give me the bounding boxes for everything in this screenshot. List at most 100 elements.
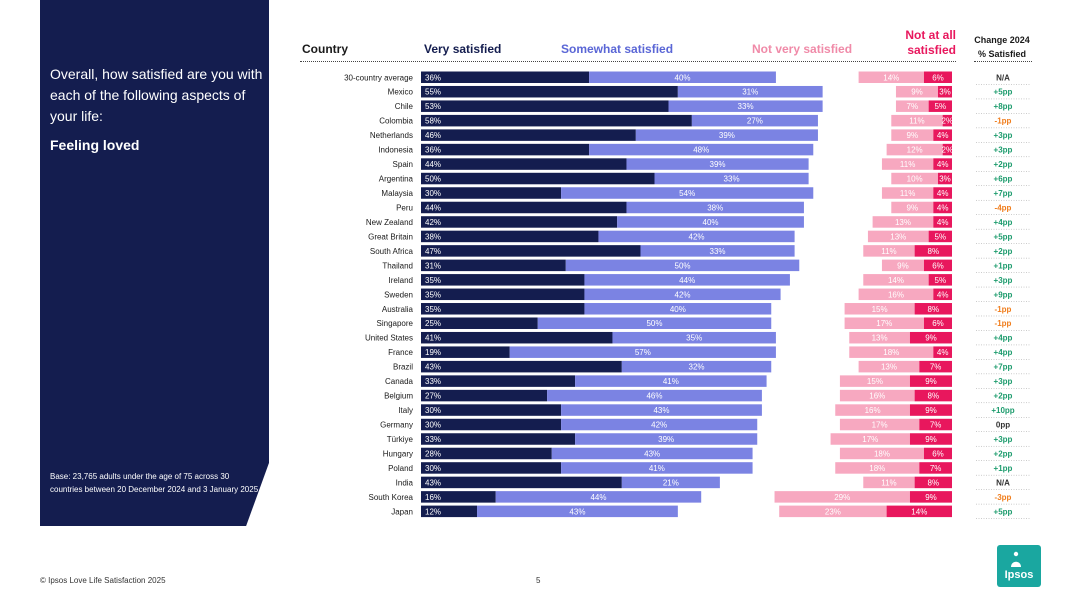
bar-very-satisfied-new-zealand [421,216,618,228]
bar-not-very-satisfied-malaysia [881,187,934,199]
country-label-poland: Poland [388,464,413,473]
data-label-not-very-satisfied-india: 11% [881,478,896,487]
data-label-not-very-satisfied-great-britain: 13% [890,232,906,241]
data-label-not-at-all-satisfied-india: 8% [928,478,940,487]
data-label-somewhat-satisfied-sweden: 42% [675,290,691,299]
data-label-not-very-satisfied-30-country-average: 14% [883,73,899,82]
bar-somewhat-satisfied-south-africa [640,245,795,257]
data-label-not-very-satisfied-united-states: 13% [872,334,888,343]
bar-not-very-satisfied-spain [881,158,934,170]
bar-somewhat-satisfied-t-rkiye [575,433,758,445]
bar-not-very-satisfied-south-korea [774,491,910,503]
data-label-not-at-all-satisfied-south-korea: 9% [925,493,937,502]
data-label-very-satisfied-peru: 44% [425,203,441,212]
country-label-netherlands: Netherlands [370,131,413,140]
bar-very-satisfied-poland [421,462,562,474]
bar-very-satisfied-peru [421,201,627,214]
bar-not-very-satisfied-italy [835,404,910,416]
header-country: Country [302,42,348,56]
bar-very-satisfied-chile [421,100,669,112]
data-label-somewhat-satisfied-japan: 43% [569,507,585,516]
data-label-very-satisfied-thailand: 31% [425,261,441,270]
bar-somewhat-satisfied-ireland [584,274,790,286]
data-label-not-very-satisfied-malaysia: 11% [900,189,915,198]
data-label-very-satisfied-argentina: 50% [425,175,441,184]
data-label-not-at-all-satisfied-south-africa: 8% [928,247,940,256]
change-value-singapore: -1pp [995,319,1012,328]
bar-somewhat-satisfied-chile [668,100,823,112]
data-label-not-at-all-satisfied-netherlands: 4% [937,131,949,140]
data-label-not-at-all-satisfied-japan: 14% [911,507,927,516]
change-value-30-country-average: N/A [996,73,1010,82]
bar-not-at-all-satisfied-thailand [923,259,952,272]
data-label-somewhat-satisfied-t-rkiye: 39% [658,435,674,444]
header-not-at-all-satisfied: Not at all satisfied [880,28,956,58]
change-value-south-africa: +2pp [994,247,1013,256]
country-label-spain: Spain [393,160,413,169]
bar-very-satisfied-argentina [421,172,655,185]
data-label-not-at-all-satisfied-colombia: 2% [942,117,954,126]
data-label-somewhat-satisfied-great-britain: 42% [689,232,705,241]
change-value-germany: 0pp [996,421,1010,430]
bar-somewhat-satisfied-canada [575,375,767,387]
data-label-not-at-all-satisfied-thailand: 6% [932,261,944,270]
data-label-not-very-satisfied-japan: 23% [825,507,841,516]
bar-not-at-all-satisfied-malaysia [933,187,952,199]
data-label-very-satisfied-poland: 30% [425,464,441,473]
bar-not-very-satisfied-hungary [839,447,924,460]
data-label-not-very-satisfied-south-africa: 11% [881,247,896,256]
country-label-indonesia: Indonesia [378,146,413,155]
bar-not-at-all-satisfied-colombia [942,114,952,127]
data-label-not-at-all-satisfied-brazil: 7% [930,363,942,372]
data-label-not-very-satisfied-mexico: 9% [911,88,923,97]
data-label-somewhat-satisfied-singapore: 50% [646,319,662,328]
data-label-somewhat-satisfied-belgium: 46% [646,392,662,401]
bar-very-satisfied-italy [421,404,562,416]
bar-not-very-satisfied-argentina [891,172,938,185]
country-label-germany: Germany [380,421,413,430]
side-panel: Overall, how satisfied are you with each… [40,0,269,526]
data-label-very-satisfied-mexico: 55% [425,88,441,97]
bar-somewhat-satisfied-japan [477,505,678,518]
country-label-south-africa: South Africa [370,247,414,256]
data-label-not-very-satisfied-indonesia: 12% [907,146,923,155]
data-label-very-satisfied-france: 19% [425,348,441,357]
bar-somewhat-satisfied-united-states [612,331,776,344]
bar-very-satisfied-30-country-average [421,71,590,83]
bar-not-very-satisfied-united-states [849,331,910,344]
country-label-italy: Italy [398,406,413,415]
bar-very-satisfied-thailand [421,259,566,272]
data-label-somewhat-satisfied-peru: 38% [707,203,723,212]
change-value-japan: +5pp [994,507,1013,516]
bar-very-satisfied-mexico [421,85,678,98]
data-label-not-very-satisfied-south-korea: 29% [834,493,850,502]
data-label-not-at-all-satisfied-argentina: 3% [939,175,951,184]
data-label-not-very-satisfied-t-rkiye: 17% [862,435,878,444]
data-label-somewhat-satisfied-spain: 39% [710,160,726,169]
bar-somewhat-satisfied-france [509,346,776,358]
data-label-very-satisfied-new-zealand: 42% [425,218,441,227]
bar-very-satisfied-hungary [421,447,552,460]
bar-very-satisfied-australia [421,303,585,315]
data-label-somewhat-satisfied-malaysia: 54% [679,189,695,198]
data-label-somewhat-satisfied-south-africa: 33% [710,247,726,256]
change-value-great-britain: +5pp [994,232,1013,241]
footer-source: © Ipsos Love Life Satisfaction 2025 [40,576,166,585]
country-label-canada: Canada [385,377,414,386]
data-label-not-very-satisfied-sweden: 16% [888,290,904,299]
change-value-colombia: -1pp [995,117,1012,126]
header-change: Change 2024 % Satisfied [970,33,1034,61]
header-change-line1: Change 2024 [974,35,1030,45]
data-label-not-at-all-satisfied-canada: 9% [925,377,937,386]
data-label-not-very-satisfied-colombia: 11% [909,117,924,126]
country-label-belgium: Belgium [384,392,413,401]
data-label-somewhat-satisfied-ireland: 44% [679,276,695,285]
bar-not-very-satisfied-new-zealand [872,216,934,228]
data-label-somewhat-satisfied-poland: 41% [649,464,665,473]
data-label-not-at-all-satisfied-belgium: 8% [928,392,940,401]
header-divider [300,61,956,62]
bar-very-satisfied-great-britain [421,230,599,243]
bar-not-at-all-satisfied-south-africa [914,245,952,257]
data-label-very-satisfied-canada: 33% [425,377,441,386]
